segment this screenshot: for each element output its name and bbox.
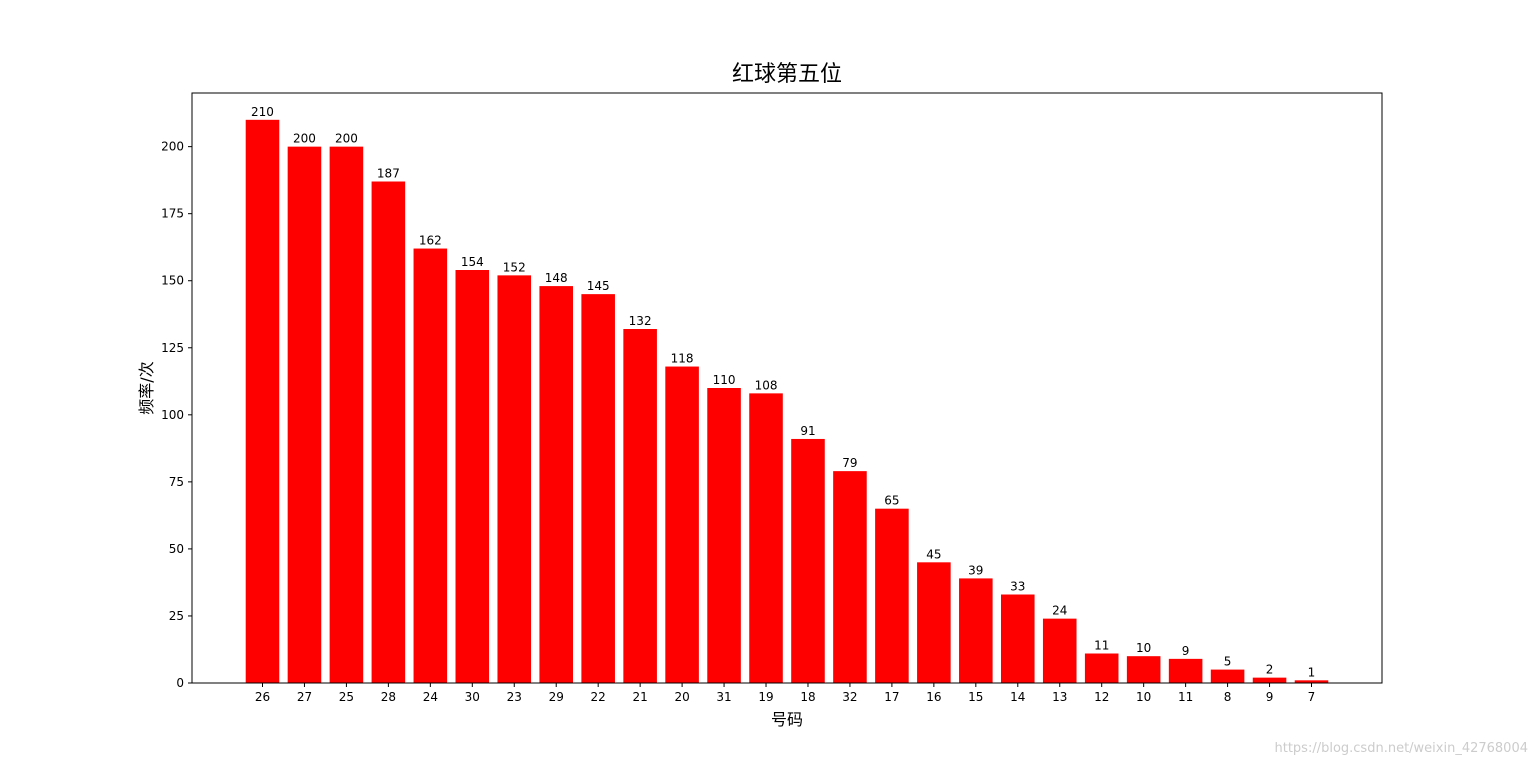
- bar: [1084, 653, 1119, 683]
- value-label: 5: [1224, 655, 1232, 669]
- bar: [623, 329, 657, 683]
- bar: [917, 562, 951, 683]
- bar: [1210, 669, 1245, 683]
- x-tick-label: 30: [465, 690, 480, 704]
- bar: [959, 578, 993, 683]
- x-tick-label: 31: [716, 690, 731, 704]
- x-tick-label: 25: [339, 690, 354, 704]
- y-tick-label: 175: [161, 207, 184, 221]
- bar: [1294, 680, 1329, 683]
- bar: [833, 471, 867, 683]
- y-tick-label: 150: [161, 274, 184, 288]
- x-tick-label: 13: [1052, 690, 1067, 704]
- bar: [1252, 677, 1287, 683]
- bar: [791, 438, 825, 683]
- value-label: 11: [1094, 639, 1109, 653]
- value-label: 152: [503, 260, 526, 274]
- x-tick-label: 21: [632, 690, 647, 704]
- value-label: 79: [842, 456, 857, 470]
- value-label: 108: [755, 378, 778, 392]
- x-tick-label: 23: [507, 690, 522, 704]
- bar: [1168, 658, 1203, 683]
- y-axis-label: 频率/次: [137, 361, 156, 414]
- bar: [455, 270, 490, 683]
- bar: [497, 275, 532, 683]
- value-label: 187: [377, 167, 400, 181]
- x-tick-label: 28: [381, 690, 396, 704]
- x-tick-label: 27: [297, 690, 312, 704]
- x-tick-label: 18: [800, 690, 815, 704]
- value-label: 132: [629, 314, 652, 328]
- x-tick-label: 16: [926, 690, 941, 704]
- x-tick-label: 10: [1136, 690, 1151, 704]
- x-tick-label: 26: [255, 690, 270, 704]
- x-tick-label: 32: [842, 690, 857, 704]
- value-label: 145: [587, 279, 610, 293]
- value-label: 210: [251, 105, 274, 119]
- value-label: 200: [293, 132, 316, 146]
- y-tick-label: 125: [161, 341, 184, 355]
- y-tick-label: 0: [176, 676, 184, 690]
- x-tick-label: 11: [1178, 690, 1193, 704]
- y-tick-label: 25: [169, 609, 184, 623]
- watermark: https://blog.csdn.net/weixin_42768004: [1274, 741, 1528, 756]
- bar: [875, 508, 909, 683]
- value-label: 2: [1266, 663, 1274, 677]
- bar: [581, 294, 615, 683]
- value-label: 91: [800, 424, 815, 438]
- x-tick-label: 12: [1094, 690, 1109, 704]
- plot-frame: [191, 92, 1383, 684]
- value-label: 45: [926, 547, 941, 561]
- x-tick-label: 8: [1224, 690, 1232, 704]
- bar: [707, 388, 741, 683]
- value-label: 200: [335, 132, 358, 146]
- value-label: 10: [1136, 641, 1151, 655]
- bar: [287, 146, 322, 684]
- x-tick-label: 9: [1266, 690, 1274, 704]
- value-label: 162: [419, 234, 442, 248]
- x-tick-label: 24: [423, 690, 438, 704]
- value-label: 9: [1182, 644, 1190, 658]
- bar: [749, 393, 783, 683]
- x-tick-label: 19: [758, 690, 773, 704]
- bar: [1126, 656, 1161, 683]
- x-tick-label: 17: [884, 690, 899, 704]
- y-tick-label: 75: [169, 475, 184, 489]
- value-label: 24: [1052, 604, 1067, 618]
- value-label: 39: [968, 563, 983, 577]
- value-label: 1: [1308, 665, 1316, 679]
- y-tick-label: 200: [161, 140, 184, 154]
- y-tick-label: 50: [169, 542, 184, 556]
- bar: [539, 286, 574, 683]
- bar: [1042, 618, 1077, 683]
- bar: [245, 119, 280, 684]
- x-axis-label: 号码: [771, 710, 803, 729]
- bar: [371, 181, 406, 683]
- value-label: 118: [671, 352, 694, 366]
- bar: [413, 248, 448, 683]
- bar: [329, 146, 364, 684]
- x-tick-label: 29: [549, 690, 564, 704]
- bar: [665, 366, 699, 683]
- value-label: 154: [461, 255, 484, 269]
- chart-title: 红球第五位: [732, 62, 842, 87]
- value-label: 65: [884, 494, 899, 508]
- value-label: 110: [713, 373, 736, 387]
- x-tick-label: 20: [674, 690, 689, 704]
- value-label: 148: [545, 271, 568, 285]
- x-tick-label: 14: [1010, 690, 1025, 704]
- bar: [1000, 594, 1035, 683]
- x-tick-label: 15: [968, 690, 983, 704]
- value-label: 33: [1010, 580, 1025, 594]
- x-tick-label: 22: [591, 690, 606, 704]
- y-tick-label: 100: [161, 408, 184, 422]
- x-tick-label: 7: [1308, 690, 1316, 704]
